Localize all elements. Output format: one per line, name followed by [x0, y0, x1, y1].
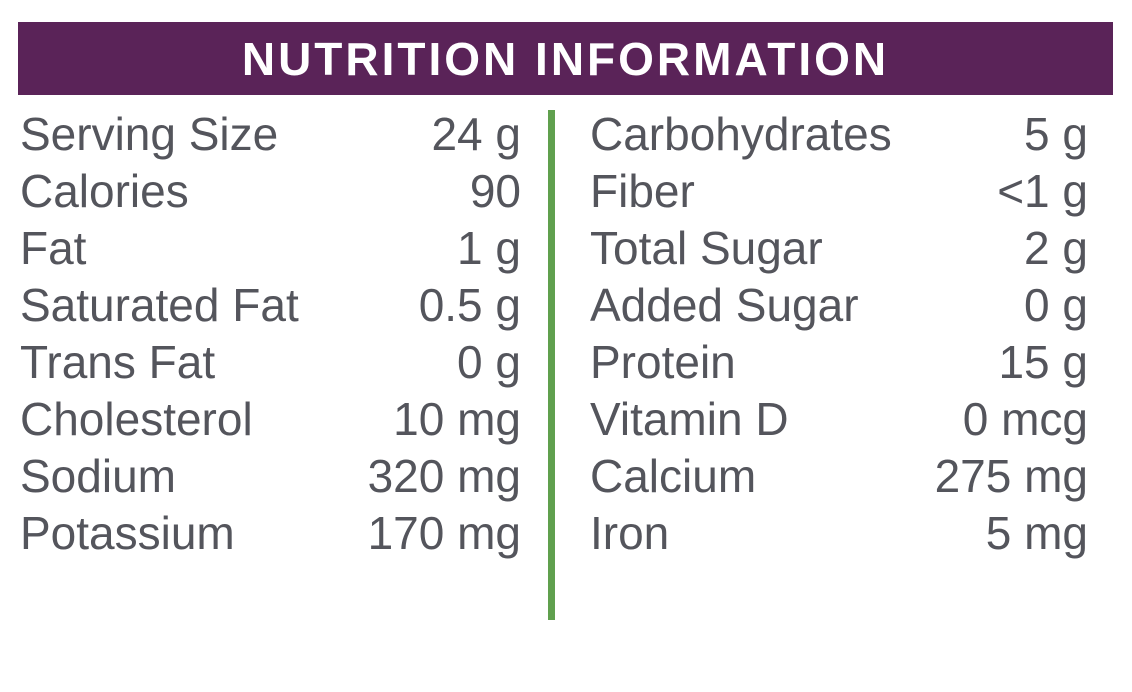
nutrient-label: Trans Fat [20, 336, 216, 388]
nutrient-value: 5 g [1024, 108, 1088, 160]
nutrient-value: 1 g [457, 222, 521, 274]
nutrient-value: 0 mcg [962, 393, 1088, 445]
table-row: Sodium 320 mg [20, 448, 521, 505]
nutrient-value: 170 mg [367, 507, 521, 559]
nutrient-value: 0 g [457, 336, 521, 388]
table-row: Cholesterol 10 mg [20, 391, 521, 448]
table-row: Fat 1 g [20, 220, 521, 277]
nutrient-label: Iron [590, 507, 670, 559]
nutrition-table: Serving Size 24 g Calories 90 Fat 1 g Sa… [0, 106, 1132, 620]
nutrient-label: Calories [20, 165, 189, 217]
divider-line [548, 110, 555, 620]
nutrient-label: Fiber [590, 165, 695, 217]
header-banner: NUTRITION INFORMATION [18, 22, 1113, 95]
nutrient-label: Saturated Fat [20, 279, 299, 331]
nutrient-value: 24 g [431, 108, 521, 160]
table-row: Iron 5 mg [590, 505, 1088, 562]
left-column: Serving Size 24 g Calories 90 Fat 1 g Sa… [20, 106, 521, 562]
nutrient-value: 15 g [998, 336, 1088, 388]
table-row: Calcium 275 mg [590, 448, 1088, 505]
nutrient-value: 275 mg [934, 450, 1088, 502]
table-row: Protein 15 g [590, 334, 1088, 391]
nutrient-label: Vitamin D [590, 393, 789, 445]
nutrient-value: 320 mg [367, 450, 521, 502]
nutrient-value: 0 g [1024, 279, 1088, 331]
nutrient-label: Cholesterol [20, 393, 253, 445]
table-row: Saturated Fat 0.5 g [20, 277, 521, 334]
nutrient-value: 0.5 g [418, 279, 521, 331]
table-row: Carbohydrates 5 g [590, 106, 1088, 163]
nutrient-label: Carbohydrates [590, 108, 892, 160]
nutrient-label: Sodium [20, 450, 176, 502]
right-column: Carbohydrates 5 g Fiber <1 g Total Sugar… [590, 106, 1088, 562]
table-row: Vitamin D 0 mcg [590, 391, 1088, 448]
nutrient-label: Fat [20, 222, 87, 274]
table-row: Fiber <1 g [590, 163, 1088, 220]
page-title: NUTRITION INFORMATION [241, 32, 890, 85]
nutrient-label: Calcium [590, 450, 757, 502]
nutrient-value: 2 g [1024, 222, 1088, 274]
table-row: Trans Fat 0 g [20, 334, 521, 391]
table-row: Total Sugar 2 g [590, 220, 1088, 277]
nutrient-label: Protein [590, 336, 736, 388]
nutrient-value: <1 g [997, 165, 1088, 217]
nutrient-label: Added Sugar [590, 279, 859, 331]
nutrient-value: 5 mg [985, 507, 1088, 559]
table-row: Potassium 170 mg [20, 505, 521, 562]
table-row: Serving Size 24 g [20, 106, 521, 163]
nutrient-value: 90 [469, 165, 521, 217]
nutrient-label: Potassium [20, 507, 235, 559]
table-row: Calories 90 [20, 163, 521, 220]
nutrient-value: 10 mg [393, 393, 521, 445]
nutrient-label: Total Sugar [590, 222, 823, 274]
nutrient-label: Serving Size [20, 108, 279, 160]
table-row: Added Sugar 0 g [590, 277, 1088, 334]
